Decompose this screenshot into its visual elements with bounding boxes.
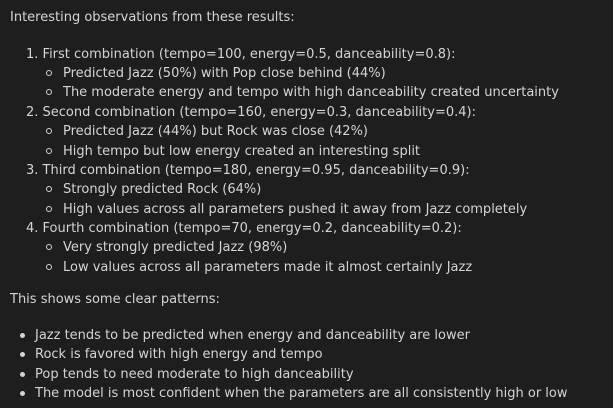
hollow-bullet-icon	[46, 206, 52, 212]
combination-2-point-2: High tempo but low energy created an int…	[63, 144, 421, 159]
combination-3-point-1: Strongly predicted Rock (64%)	[63, 182, 262, 197]
combination-2-header: 2. Second combination (tempo=160, energy…	[26, 105, 476, 120]
hollow-bullet-icon	[46, 244, 52, 250]
combination-1-header: 1. First combination (tempo=100, energy=…	[26, 47, 456, 62]
bullet-icon	[20, 352, 25, 357]
hollow-bullet-icon	[46, 186, 52, 192]
hollow-bullet-icon	[46, 70, 52, 76]
combination-2-point-1: Predicted Jazz (44%) but Rock was close …	[63, 124, 368, 139]
combination-1-point-2: The moderate energy and tempo with high …	[63, 85, 559, 100]
combination-4-header: 4. Fourth combination (tempo=70, energy=…	[26, 221, 462, 236]
pattern-item-3: Pop tends to need moderate to high dance…	[35, 367, 354, 382]
combination-4-point-2: Low values across all parameters made it…	[63, 260, 473, 275]
combination-1-point-1: Predicted Jazz (50%) with Pop close behi…	[63, 66, 386, 81]
hollow-bullet-icon	[46, 128, 52, 134]
pattern-item-2: Rock is favored with high energy and tem…	[35, 347, 323, 362]
pattern-item-4: The model is most confident when the par…	[35, 386, 568, 401]
hollow-bullet-icon	[46, 148, 52, 154]
patterns-intro: This shows some clear patterns:	[10, 292, 220, 307]
hollow-bullet-icon	[46, 264, 52, 270]
bullet-icon	[20, 372, 25, 377]
intro-text: Interesting observations from these resu…	[10, 10, 295, 25]
bullet-icon	[20, 333, 25, 338]
combination-3-point-2: High values across all parameters pushed…	[63, 202, 528, 217]
combination-4-point-1: Very strongly predicted Jazz (98%)	[63, 240, 288, 255]
combination-3-header: 3. Third combination (tempo=180, energy=…	[26, 163, 470, 178]
hollow-bullet-icon	[46, 89, 52, 95]
pattern-item-1: Jazz tends to be predicted when energy a…	[35, 328, 470, 343]
bullet-icon	[20, 391, 25, 396]
